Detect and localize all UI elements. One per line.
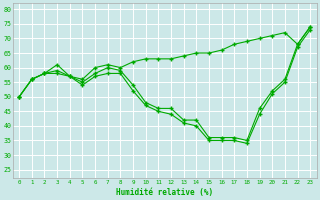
X-axis label: Humidité relative (%): Humidité relative (%): [116, 188, 213, 197]
